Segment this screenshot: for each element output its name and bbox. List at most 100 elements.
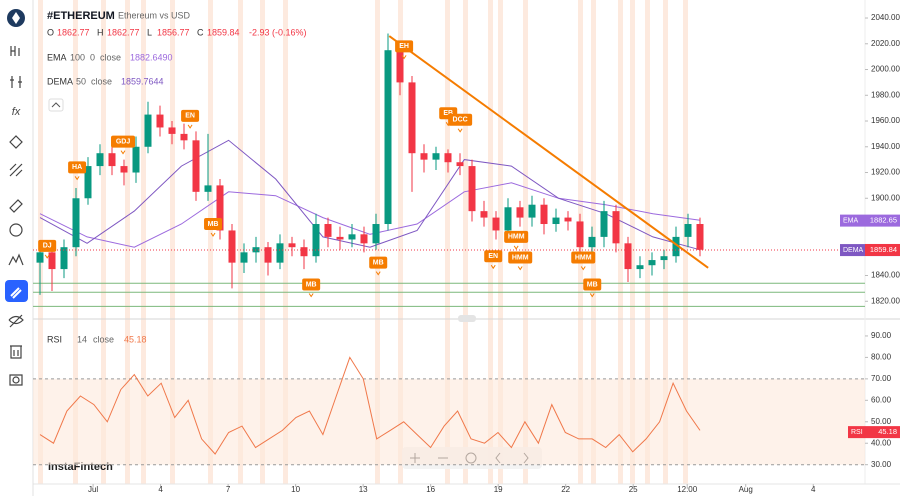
- pattern-arrow: [401, 55, 407, 60]
- pattern-label: [181, 109, 200, 122]
- axis-tag-name: DEMA: [843, 247, 864, 254]
- session-band: [101, 0, 106, 484]
- candle-body: [204, 185, 212, 192]
- logo-mark: [12, 12, 20, 24]
- axis-tag: [840, 214, 900, 227]
- candle-body: [72, 198, 80, 248]
- pattern-text: HMM: [575, 254, 592, 261]
- candle-body: [636, 265, 644, 270]
- candle-body: [588, 236, 596, 248]
- candle-body: [360, 234, 368, 244]
- pattern-text: GDJ: [116, 138, 131, 145]
- candle-body: [396, 50, 404, 83]
- ohlc-value: 1856.77: [157, 27, 190, 37]
- candle-body: [648, 260, 656, 266]
- tool-lines[interactable]: [9, 163, 23, 177]
- candle-body: [348, 234, 356, 240]
- tool-bars[interactable]: [10, 76, 22, 88]
- axis-tag: [848, 426, 900, 439]
- indicator-value: 1882.6490: [130, 52, 173, 62]
- ohlc-key: O: [47, 27, 54, 37]
- tool-emoji[interactable]: [9, 223, 23, 237]
- session-band: [445, 0, 450, 484]
- candle-body: [84, 166, 92, 199]
- x-tick-label: 4: [811, 485, 816, 494]
- pattern-text: HA: [72, 164, 82, 171]
- tool-candles[interactable]: [10, 46, 20, 56]
- axis-tag-name: EMA: [843, 217, 859, 224]
- ohlc-value: 1862.77: [107, 27, 140, 37]
- tool-screenshot[interactable]: [9, 374, 23, 386]
- indicator-param: close: [91, 76, 112, 86]
- rsi-tick-label: 50.00: [871, 417, 892, 426]
- candle-body: [516, 207, 524, 218]
- symbol-description: Ethereum vs USD: [118, 10, 191, 20]
- x-tick-label: 16: [426, 485, 435, 494]
- pattern-arrow: [375, 271, 381, 276]
- pattern-text: MB: [373, 259, 384, 266]
- tool-formula[interactable]: fx: [12, 106, 21, 118]
- pattern-label: [571, 251, 596, 264]
- x-tick-label: 25: [629, 485, 638, 494]
- rsi-value: 45.18: [124, 334, 147, 344]
- tool-hide[interactable]: [8, 314, 24, 328]
- rsi-tag-name: RSI: [851, 429, 863, 436]
- candle-body: [288, 243, 296, 248]
- x-tick-label: 7: [226, 485, 231, 494]
- candle-body: [240, 252, 248, 263]
- pattern-text: EH: [399, 43, 409, 50]
- pattern-text: MB: [306, 281, 317, 288]
- candle-body: [552, 217, 560, 225]
- ohlc-key: H: [97, 27, 104, 37]
- candle-body: [336, 236, 344, 240]
- candle-body: [228, 230, 236, 263]
- y-tick-label: 1900.00: [871, 193, 900, 202]
- y-tick-label: 1840.00: [871, 271, 900, 280]
- pattern-label: [448, 113, 473, 126]
- pattern-arrow: [308, 293, 314, 298]
- candle-body: [468, 166, 476, 212]
- axis-tag-value: 1859.84: [870, 245, 897, 254]
- tool-screenshot-lens: [12, 376, 20, 384]
- session-band: [283, 0, 288, 484]
- candle-body: [216, 185, 224, 231]
- indicator-param: close: [100, 52, 121, 62]
- session-band: [141, 0, 146, 484]
- y-tick-label: 1980.00: [871, 90, 900, 99]
- candle-body: [108, 153, 116, 167]
- tool-shape[interactable]: [9, 135, 23, 149]
- candle-body: [540, 204, 548, 225]
- pattern-label: [111, 135, 136, 148]
- collapse-button[interactable]: [48, 98, 64, 112]
- pattern-label: [508, 251, 533, 264]
- candle-body: [96, 153, 104, 167]
- toolbar-bg: [0, 0, 33, 496]
- candle-body: [36, 252, 44, 263]
- session-band: [260, 0, 265, 484]
- candle-body: [384, 50, 392, 225]
- session-band: [645, 0, 650, 484]
- candle-body: [264, 247, 272, 263]
- tool-delete[interactable]: [10, 345, 22, 359]
- pattern-text: MB: [587, 281, 598, 288]
- ohlc-change: -2.93 (-0.16%): [249, 27, 307, 37]
- x-tick-label: Jul: [88, 485, 98, 494]
- candle-body: [672, 236, 680, 257]
- tool-brush[interactable]: [9, 199, 23, 213]
- pattern-arrow: [517, 266, 523, 271]
- tool-patterns[interactable]: [8, 253, 24, 266]
- collapse-icon: [51, 102, 61, 108]
- pane-handle[interactable]: [458, 315, 476, 322]
- axis-tag: [865, 243, 900, 256]
- candle-body: [312, 224, 320, 257]
- candle-body: [144, 114, 152, 147]
- x-tick-label: 13: [359, 485, 368, 494]
- session-band: [170, 0, 175, 484]
- y-tick-label: 1940.00: [871, 142, 900, 151]
- rsi-tick-label: 30.00: [871, 460, 892, 469]
- indicator-line: [39, 139, 701, 251]
- session-band: [618, 0, 623, 484]
- indicator-param: 100: [70, 52, 85, 62]
